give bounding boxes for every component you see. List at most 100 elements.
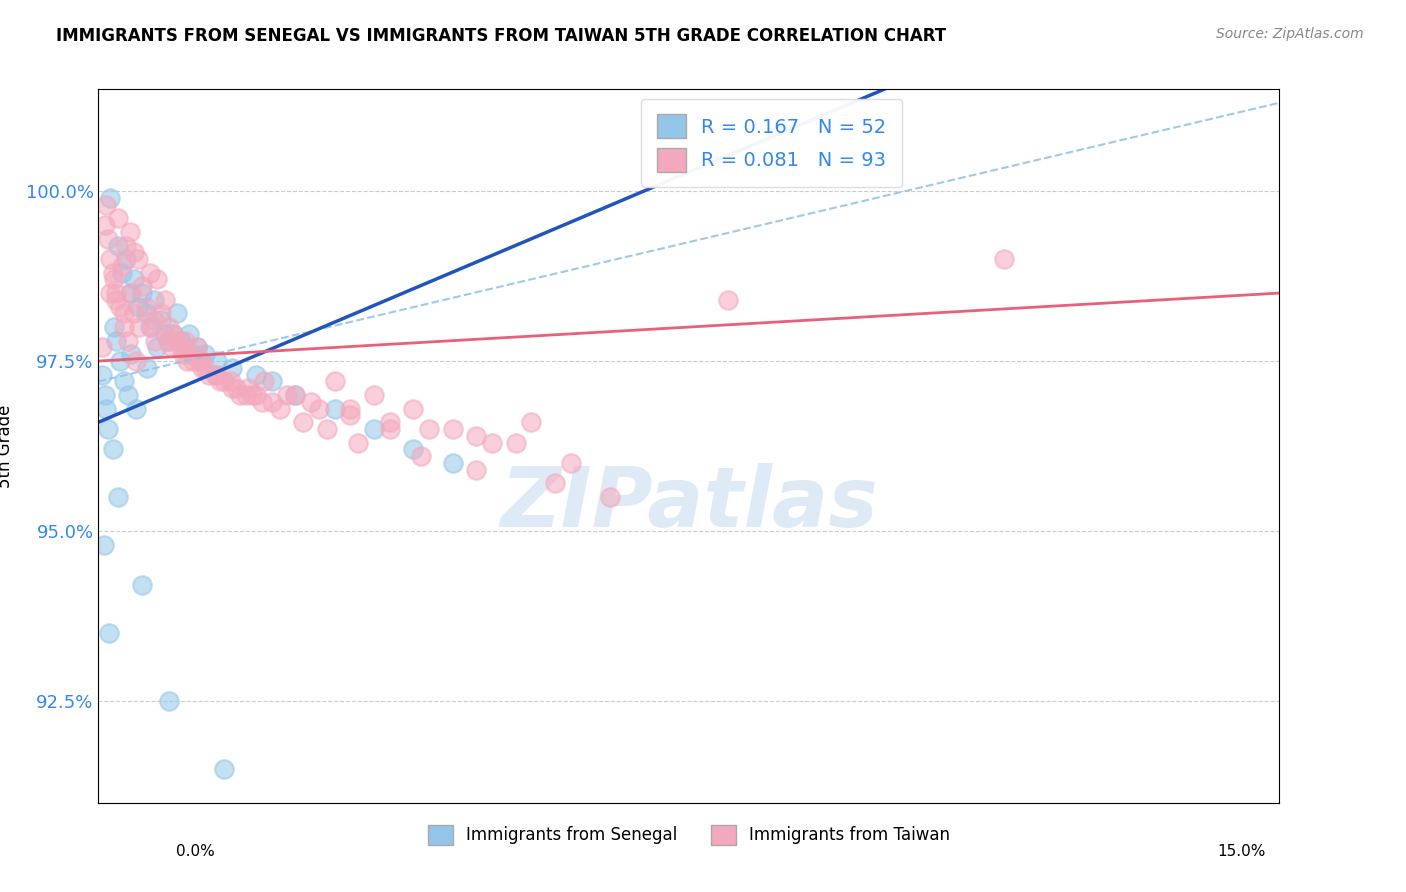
- Point: [186, 341, 208, 355]
- Point: [155, 293, 177, 307]
- Point: [315, 422, 337, 436]
- Point: [174, 341, 197, 355]
- Point: [177, 347, 200, 361]
- Point: [93, 537, 115, 551]
- Point: [127, 300, 149, 314]
- Point: [91, 341, 114, 355]
- Point: [599, 490, 621, 504]
- Point: [131, 286, 153, 301]
- Point: [176, 354, 198, 368]
- Point: [157, 334, 180, 348]
- Point: [93, 388, 115, 402]
- Point: [125, 401, 148, 416]
- Point: [544, 476, 567, 491]
- Point: [162, 326, 184, 341]
- Point: [308, 401, 330, 416]
- Point: [122, 245, 145, 260]
- Point: [245, 388, 267, 402]
- Point: [98, 286, 121, 301]
- Point: [172, 347, 194, 361]
- Point: [378, 415, 401, 429]
- Point: [235, 388, 257, 402]
- Text: 0.0%: 0.0%: [176, 845, 215, 859]
- Text: IMMIGRANTS FROM SENEGAL VS IMMIGRANTS FROM TAIWAN 5TH GRADE CORRELATION CHART: IMMIGRANTS FROM SENEGAL VS IMMIGRANTS FR…: [56, 27, 946, 45]
- Point: [150, 313, 173, 327]
- Point: [378, 422, 401, 436]
- Point: [225, 381, 247, 395]
- Point: [339, 401, 361, 416]
- Point: [138, 320, 160, 334]
- Point: [181, 347, 204, 361]
- Point: [190, 354, 212, 368]
- Point: [115, 252, 138, 266]
- Point: [204, 368, 226, 382]
- Point: [98, 252, 121, 266]
- Point: [560, 456, 582, 470]
- Point: [138, 266, 160, 280]
- Point: [103, 320, 125, 334]
- Point: [229, 388, 252, 402]
- Point: [156, 334, 179, 348]
- Point: [276, 388, 298, 402]
- Point: [117, 388, 139, 402]
- Point: [465, 463, 488, 477]
- Point: [150, 306, 173, 320]
- Point: [112, 320, 135, 334]
- Point: [121, 286, 143, 301]
- Point: [115, 238, 138, 252]
- Point: [194, 360, 217, 375]
- Point: [292, 415, 315, 429]
- Point: [110, 354, 132, 368]
- Point: [170, 341, 193, 355]
- Point: [127, 252, 149, 266]
- Point: [121, 347, 143, 361]
- Point: [96, 401, 118, 416]
- Point: [104, 334, 127, 348]
- Point: [141, 320, 163, 334]
- Point: [135, 306, 157, 320]
- Point: [157, 320, 180, 334]
- Point: [160, 341, 183, 355]
- Point: [402, 442, 425, 457]
- Point: [131, 279, 153, 293]
- Point: [363, 388, 385, 402]
- Y-axis label: 5th Grade: 5th Grade: [0, 404, 14, 488]
- Point: [197, 368, 219, 382]
- Point: [260, 394, 283, 409]
- Point: [221, 381, 243, 395]
- Point: [174, 334, 197, 348]
- Point: [118, 286, 141, 301]
- Point: [209, 375, 232, 389]
- Point: [250, 394, 273, 409]
- Point: [104, 286, 127, 301]
- Point: [157, 694, 180, 708]
- Point: [135, 300, 157, 314]
- Point: [117, 334, 139, 348]
- Point: [98, 191, 121, 205]
- Point: [717, 293, 740, 307]
- Point: [245, 368, 267, 382]
- Point: [143, 334, 166, 348]
- Point: [146, 272, 169, 286]
- Point: [221, 360, 243, 375]
- Point: [107, 238, 129, 252]
- Point: [170, 334, 193, 348]
- Point: [128, 320, 150, 334]
- Point: [107, 211, 129, 226]
- Point: [146, 341, 169, 355]
- Point: [402, 401, 425, 416]
- Point: [103, 272, 125, 286]
- Point: [96, 198, 118, 212]
- Point: [284, 388, 307, 402]
- Text: 15.0%: 15.0%: [1218, 845, 1265, 859]
- Point: [125, 354, 148, 368]
- Point: [188, 354, 211, 368]
- Point: [101, 266, 124, 280]
- Point: [111, 259, 134, 273]
- Point: [122, 272, 145, 286]
- Point: [260, 375, 283, 389]
- Point: [214, 762, 236, 776]
- Point: [363, 422, 385, 436]
- Point: [441, 422, 464, 436]
- Point: [411, 449, 433, 463]
